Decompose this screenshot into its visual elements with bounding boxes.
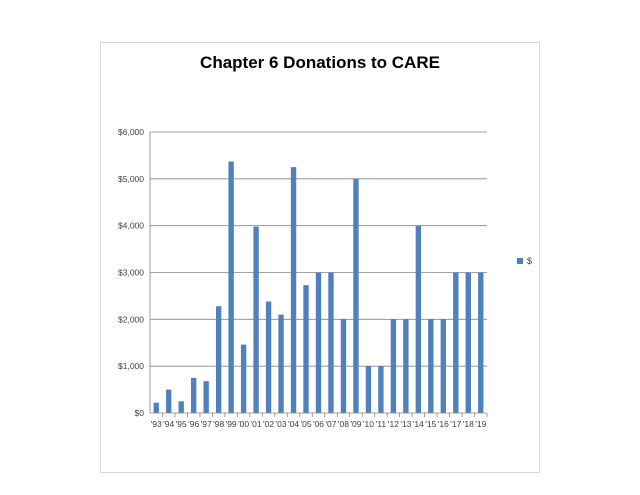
y-tick-label: $6,000 (118, 127, 144, 137)
x-tick-label: '15 (425, 419, 436, 429)
x-tick-label: '11 (376, 419, 387, 429)
x-tick-label: '97 (201, 419, 212, 429)
x-tick-label: '04 (288, 419, 299, 429)
x-tick-label: '08 (338, 419, 349, 429)
legend-label: $ (527, 256, 532, 266)
y-tick-label: $5,000 (118, 174, 144, 184)
y-tick-label: $4,000 (118, 221, 144, 231)
x-tick-label: '14 (413, 419, 424, 429)
bar (178, 401, 184, 413)
bar (153, 402, 159, 413)
x-tick-label: '01 (251, 419, 262, 429)
y-tick-label: $0 (135, 408, 145, 418)
bar (415, 225, 422, 413)
bar (166, 389, 172, 413)
x-tick-label: '06 (313, 419, 324, 429)
x-tick-label: '18 (463, 419, 474, 429)
bar (440, 319, 446, 413)
bar (265, 301, 272, 413)
x-tick-label: '95 (176, 419, 187, 429)
bar (253, 226, 259, 413)
legend: $ (517, 256, 532, 266)
bar (215, 306, 222, 413)
bar (478, 272, 484, 413)
x-tick-label: '96 (188, 419, 199, 429)
bar (353, 178, 359, 413)
x-tick-label: '17 (450, 419, 461, 429)
y-tick-label: $3,000 (118, 268, 144, 278)
bar (203, 381, 209, 413)
chart-title: Chapter 6 Donations to CARE (200, 53, 440, 72)
bar (278, 314, 284, 413)
x-tick-label: '00 (238, 419, 249, 429)
x-tick-label: '10 (363, 419, 374, 429)
x-tick-label: '09 (350, 419, 361, 429)
bar (340, 319, 347, 413)
x-tick-label: '05 (300, 419, 311, 429)
x-tick-label: '07 (325, 419, 336, 429)
x-tick-label: '94 (163, 419, 174, 429)
bar (365, 366, 372, 413)
x-tick-label: '02 (263, 419, 274, 429)
bar (191, 377, 197, 413)
bar (290, 167, 297, 413)
legend-swatch (517, 258, 523, 264)
x-tick-label: '99 (226, 419, 237, 429)
x-tick-label: '93 (151, 419, 162, 429)
bar (453, 272, 459, 413)
bar (428, 319, 434, 413)
bar (390, 319, 397, 413)
bars (153, 161, 484, 413)
bar (465, 272, 471, 413)
bar (403, 319, 409, 413)
x-tick-label: '98 (213, 419, 224, 429)
x-tick-label: '13 (400, 419, 411, 429)
bar (378, 366, 384, 413)
x-tick-label: '16 (438, 419, 449, 429)
x-tick-labels: '93'94'95'96'97'98'99'00'01'02'03'04'05 '… (151, 419, 487, 429)
bar (315, 272, 322, 413)
y-tick-label: $2,000 (118, 314, 144, 324)
bar (228, 161, 234, 413)
y-tick-label: $1,000 (118, 361, 144, 371)
x-tick-label: '19 (475, 419, 486, 429)
bar (328, 272, 334, 413)
axes (149, 132, 488, 417)
x-tick-label: '03 (276, 419, 287, 429)
bar (303, 285, 309, 413)
y-tick-labels: $0 $1,000 $2,000 $3,000 $4,000 $5,000 $6,000 (118, 127, 144, 418)
bar (240, 344, 247, 413)
x-tick-label: '12 (388, 419, 399, 429)
